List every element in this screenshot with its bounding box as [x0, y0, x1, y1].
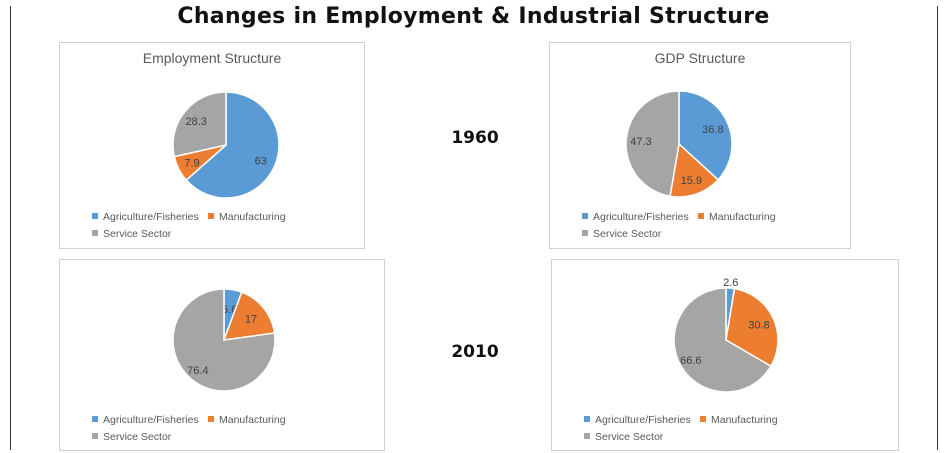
pie-slice-service-sector — [625, 90, 680, 198]
legend-label-manufacturing: Manufacturing — [219, 211, 286, 223]
legend-swatch-service-sector — [582, 230, 588, 236]
legend-label-manufacturing: Manufacturing — [711, 414, 778, 426]
legend-label-agriculture-fisheries: Agriculture/Fisheries — [103, 211, 199, 223]
page-title: Changes in Employment & Industrial Struc… — [177, 4, 770, 29]
data-label-service-sector: 66.6 — [680, 355, 701, 367]
pie-slice-manufacturing — [669, 142, 720, 198]
pie-slice-service-sector — [172, 288, 276, 392]
pie-chart-svg: GDP Structure 36.8 15.9 47.3 Agriculture/Fis… — [582, 50, 776, 240]
pie-slice-service-sector — [673, 287, 772, 393]
legend-swatch-agriculture-fisheries — [92, 213, 98, 219]
chart-title: Employment Structure — [143, 50, 282, 66]
data-label-manufacturing: 7.9 — [184, 157, 199, 169]
legend-label-agriculture-fisheries: Agriculture/Fisheries — [593, 211, 689, 223]
data-label-manufacturing: 15.9 — [681, 175, 702, 187]
legend-label-service-sector: Service Sector — [595, 431, 664, 443]
legend-swatch-manufacturing — [700, 416, 706, 422]
data-label-service-sector: 76.4 — [187, 365, 208, 377]
legend-swatch-manufacturing — [698, 213, 704, 219]
data-label-service-sector: 47.3 — [630, 136, 651, 148]
pie-slice-agriculture-fisheries — [185, 91, 280, 199]
legend-swatch-service-sector — [92, 433, 98, 439]
legend-swatch-service-sector — [584, 433, 590, 439]
pie-chart-svg: 2.6 30.8 66.6 Agriculture/Fisheries Manufact… — [584, 277, 779, 443]
legend-swatch-agriculture-fisheries — [584, 416, 590, 422]
pie-chart-svg: Employment Structure 63 7.9 28.3 Agriculture… — [92, 50, 286, 240]
legend-label-service-sector: Service Sector — [103, 431, 172, 443]
legend-swatch-manufacturing — [208, 416, 214, 422]
pie-slice-manufacturing — [222, 291, 276, 341]
legend-swatch-service-sector — [92, 230, 98, 236]
year-label-2010: 2010 — [451, 342, 499, 362]
legend-swatch-agriculture-fisheries — [92, 416, 98, 422]
legend-label-manufacturing: Manufacturing — [709, 211, 776, 223]
data-label-agriculture-fisheries: 36.8 — [702, 124, 723, 136]
year-label-1960: 1960 — [451, 128, 499, 148]
chart-employment-1960: Employment Structure 63 7.9 28.3 Agriculture… — [59, 42, 365, 249]
legend-label-service-sector: Service Sector — [593, 228, 662, 240]
data-label-agriculture-fisheries: 63 — [255, 156, 267, 168]
legend-swatch-manufacturing — [208, 213, 214, 219]
chart-gdp-2010: 2.6 30.8 66.6 Agriculture/Fisheries Manufact… — [551, 259, 899, 451]
legend-swatch-agriculture-fisheries — [582, 213, 588, 219]
chart-title: GDP Structure — [655, 50, 746, 66]
data-label-manufacturing: 30.8 — [748, 320, 769, 332]
legend-label-agriculture-fisheries: Agriculture/Fisheries — [595, 414, 691, 426]
legend-label-manufacturing: Manufacturing — [219, 414, 286, 426]
data-label-manufacturing: 17 — [245, 313, 257, 325]
figure-frame — [10, 6, 938, 450]
chart-employment-2010: 5.6 17 76.4 Agriculture/Fisheries Manufactur… — [59, 259, 385, 451]
pie-slice-agriculture-fisheries — [678, 90, 733, 181]
data-label-agriculture-fisheries: 2.6 — [723, 277, 738, 289]
legend-label-agriculture-fisheries: Agriculture/Fisheries — [103, 414, 199, 426]
legend-label-service-sector: Service Sector — [103, 228, 172, 240]
pie-slice-service-sector — [172, 91, 227, 158]
data-label-service-sector: 28.3 — [185, 116, 206, 128]
chart-gdp-1960: GDP Structure 36.8 15.9 47.3 Agriculture/Fis… — [549, 42, 851, 249]
